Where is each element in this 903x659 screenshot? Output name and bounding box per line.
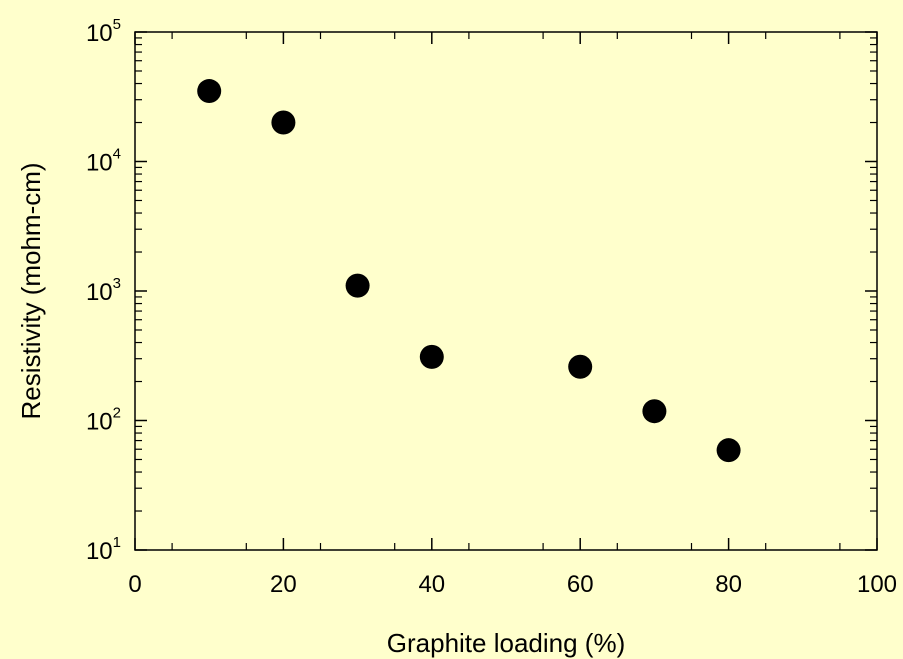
y-tick-base: 10 [86,279,113,306]
y-tick-exponent: 2 [113,405,121,422]
y-tick-exponent: 4 [113,146,121,163]
x-axis-ticks: 0 20 40 60 80 100 [128,32,897,598]
y-tick-exponent: 5 [113,16,121,33]
data-point [716,438,741,463]
y-tick-label: 101 [86,534,121,565]
y-axis-title: Resistivity (mohm-cm) [16,162,46,419]
x-axis-title: Graphite loading (%) [387,628,625,658]
data-points [197,79,741,463]
y-tick-base: 10 [86,409,113,436]
x-tick-label: 20 [270,571,297,598]
y-minor-ticks [135,37,877,512]
y-tick-label: 102 [86,405,121,436]
y-tick-base: 10 [86,150,113,177]
data-point [419,344,444,369]
x-tick-label: 60 [567,571,594,598]
data-point [271,110,296,135]
data-point [568,354,593,379]
y-tick-base: 10 [86,538,113,565]
x-minor-ticks [171,32,841,550]
data-point [345,273,370,298]
y-tick-exponent: 3 [113,275,121,292]
x-tick-label: 80 [715,571,742,598]
y-tick-exponent: 1 [113,534,121,551]
data-point [642,399,667,424]
plot-frame [134,31,878,551]
y-tick-label: 105 [86,16,121,47]
x-tick-label: 40 [418,571,445,598]
x-tick-label: 0 [128,571,141,598]
y-tick-label: 103 [86,275,121,306]
y-tick-base: 10 [86,20,113,47]
x-tick-label: 100 [857,571,897,598]
data-point [197,79,222,104]
y-tick-label: 104 [86,146,121,177]
